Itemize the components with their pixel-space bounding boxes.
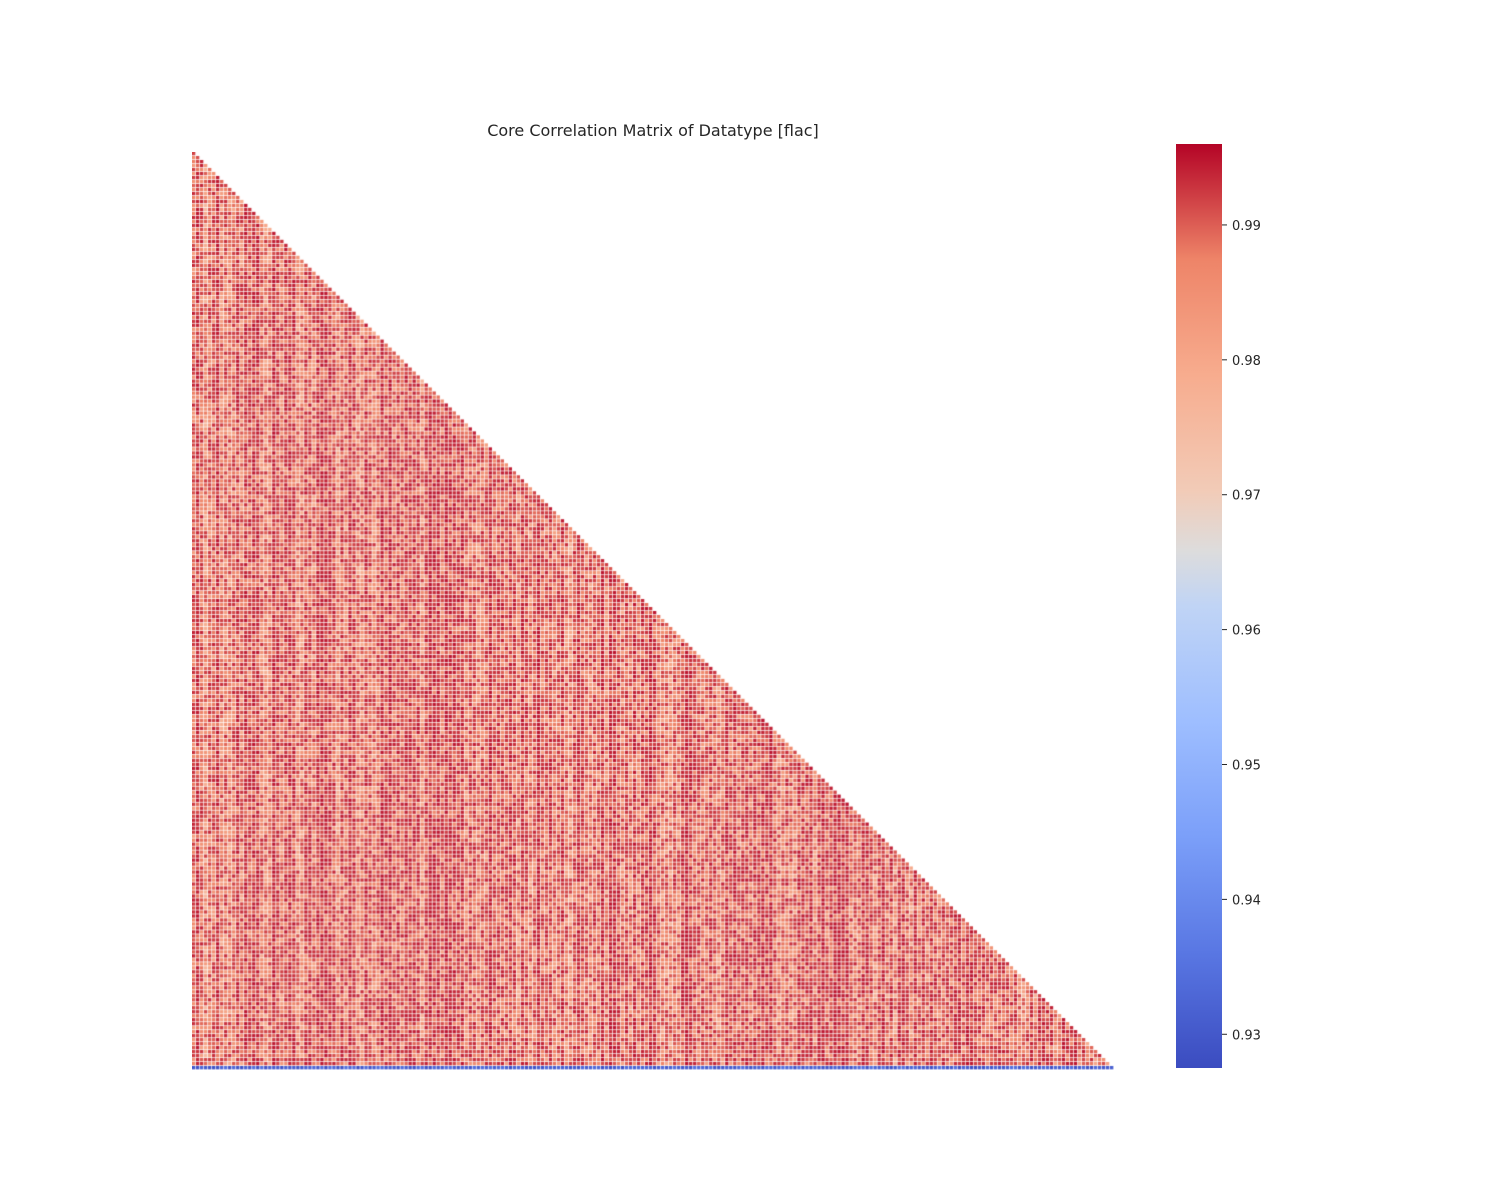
chart-title: Core Correlation Matrix of Datatype [fla… <box>487 121 819 140</box>
colorbar-tick-label: 0.93 <box>1232 1028 1261 1043</box>
colorbar-tick-label: 0.96 <box>1232 624 1261 639</box>
heatmap-cells <box>192 152 1114 1070</box>
colorbar-tick-label: 0.94 <box>1232 893 1261 908</box>
heatmap-area <box>192 152 1114 1070</box>
colorbar-tick-label: 0.95 <box>1232 758 1261 773</box>
colorbar-tick-label: 0.99 <box>1232 219 1261 234</box>
colorbar: 0.93 0.94 0.95 0.96 0.97 0.98 0.99 <box>1176 144 1261 1068</box>
colorbar-tick-label: 0.98 <box>1232 354 1261 369</box>
colorbar-ticks: 0.93 0.94 0.95 0.96 0.97 0.98 0.99 <box>1222 219 1261 1043</box>
colorbar-tick-label: 0.97 <box>1232 489 1261 504</box>
colorbar-gradient <box>1176 144 1222 1068</box>
